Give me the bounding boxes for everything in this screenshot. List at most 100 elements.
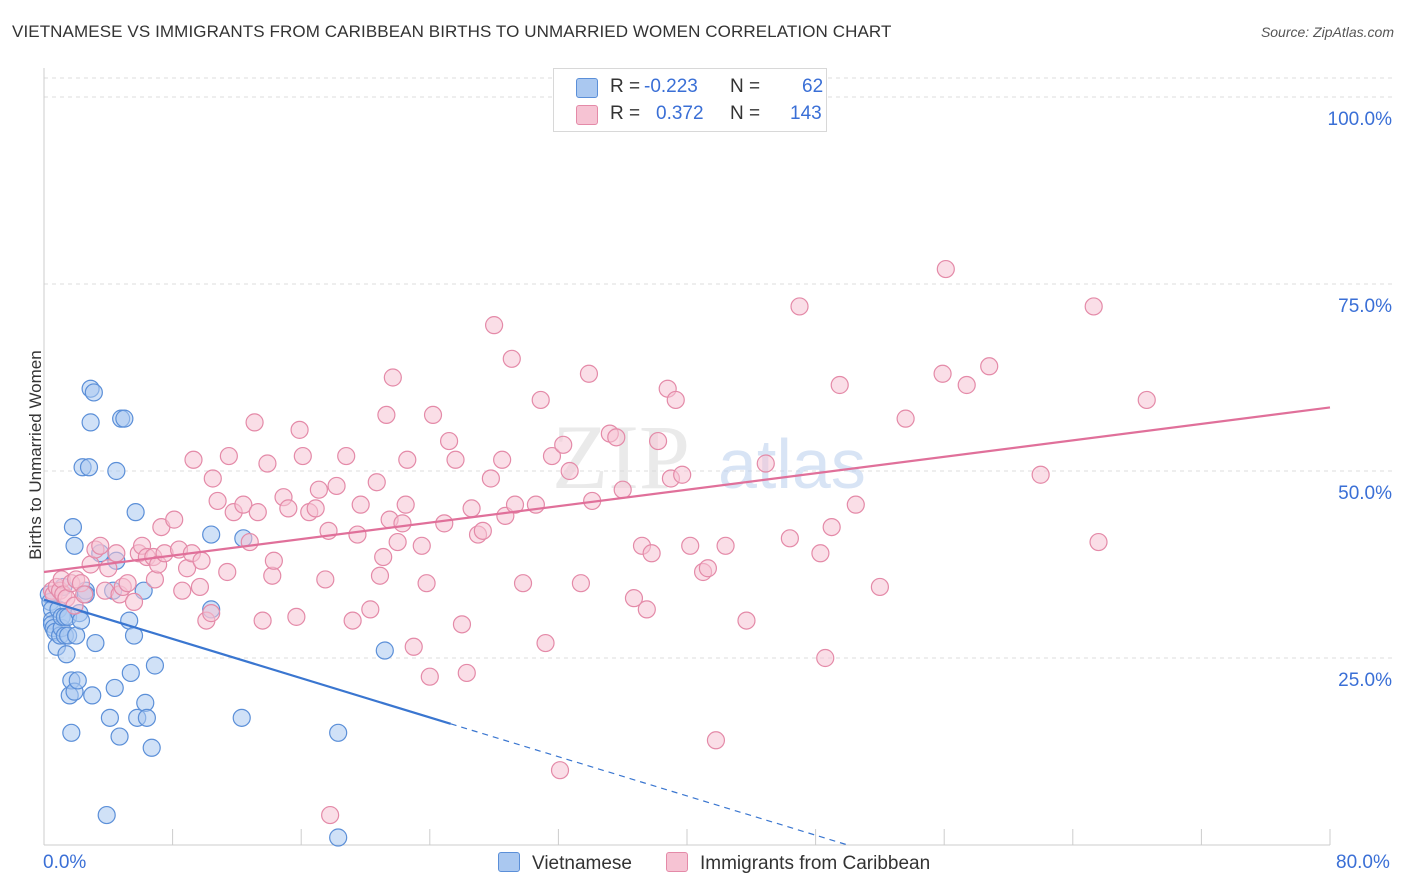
caribbean-point xyxy=(542,446,562,466)
caribbean-point xyxy=(957,375,976,395)
caribbean-point xyxy=(452,615,472,634)
caribbean-point xyxy=(1031,465,1050,484)
legend-n-label: N = xyxy=(730,76,761,97)
legend-n-label: N = xyxy=(730,103,761,124)
caribbean-point xyxy=(816,648,835,668)
vietnamese-point xyxy=(110,727,129,746)
caribbean-point xyxy=(531,390,550,410)
y-tick-label: 75.0% xyxy=(1338,296,1392,317)
caribbean-point xyxy=(351,495,370,514)
caribbean-point xyxy=(811,544,830,563)
watermark-atlas: atlas xyxy=(718,425,866,503)
caribbean-point xyxy=(933,364,952,383)
caribbean-point xyxy=(107,544,126,563)
y-axis-label: Births to Unmarried Women xyxy=(26,350,45,560)
x-tick-min: 0.0% xyxy=(43,852,87,873)
bottom-legend-swatch-pink xyxy=(666,852,688,872)
legend-r-label: R = xyxy=(610,76,641,97)
caribbean-point xyxy=(560,461,579,481)
caribbean-point xyxy=(513,574,533,593)
vietnamese-point xyxy=(136,693,155,712)
vietnamese-point xyxy=(329,828,348,847)
caribbean-point xyxy=(896,409,915,428)
caribbean-point xyxy=(502,349,521,368)
vietnamese-point xyxy=(137,708,156,727)
caribbean-point xyxy=(398,450,417,469)
caribbean-point xyxy=(75,585,94,604)
caribbean-point xyxy=(439,431,459,451)
caribbean-point xyxy=(830,375,849,395)
caribbean-point xyxy=(435,514,454,533)
vietnamese-point xyxy=(71,611,91,630)
caribbean-point xyxy=(404,637,423,656)
caribbean-point xyxy=(118,574,137,593)
caribbean-point xyxy=(637,600,656,619)
vietnamese-point xyxy=(86,633,105,653)
caribbean-point xyxy=(666,390,685,410)
caribbean-point xyxy=(388,532,407,552)
vietnamese-point xyxy=(145,656,165,675)
caribbean-point xyxy=(571,574,591,593)
caribbean-point xyxy=(377,405,396,424)
caribbean-point xyxy=(370,566,390,585)
caribbean-point xyxy=(550,761,570,780)
caribbean-point xyxy=(412,536,431,555)
vietnamese-point xyxy=(81,413,100,432)
caribbean-point xyxy=(208,491,227,511)
vietnamese-point xyxy=(68,671,87,690)
vietnamese-point xyxy=(65,536,84,555)
caribbean-point xyxy=(579,364,599,383)
vietnamese-point xyxy=(202,525,221,544)
vietnamese-point xyxy=(375,641,394,660)
caribbean-point xyxy=(361,600,380,619)
caribbean-point xyxy=(673,465,692,484)
caribbean-point xyxy=(248,503,267,522)
vietnamese-point xyxy=(121,663,140,683)
caribbean-point xyxy=(202,604,221,623)
vietnamese-point xyxy=(83,686,102,705)
caribbean-point xyxy=(91,536,110,555)
bottom-legend-label: Vietnamese xyxy=(532,853,632,874)
caribbean-point xyxy=(374,547,393,567)
bottom-legend-vietnamese: Vietnamese xyxy=(498,852,632,875)
caribbean-point xyxy=(423,405,443,424)
caribbean-point xyxy=(316,570,335,589)
caribbean-point xyxy=(165,510,184,529)
caribbean-point xyxy=(624,589,644,608)
correlation-legend: R = -0.223 N = 62 R = 0.372 N = 143 xyxy=(553,68,827,132)
vietnamese-point xyxy=(142,738,161,757)
caribbean-point xyxy=(264,551,283,570)
caribbean-point xyxy=(327,476,346,496)
caribbean-point xyxy=(870,577,890,597)
caribbean-point xyxy=(980,357,999,376)
y-tick-label: 25.0% xyxy=(1338,670,1392,691)
caribbean-point xyxy=(1089,532,1108,552)
caribbean-point xyxy=(263,566,282,585)
vietnamese-point xyxy=(105,678,124,698)
caribbean-point xyxy=(554,435,573,454)
caribbean-point xyxy=(648,431,668,451)
legend-r-value: 0.372 xyxy=(656,103,704,124)
grid-lines xyxy=(44,77,1392,659)
caribbean-point xyxy=(473,521,492,540)
caribbean-point xyxy=(190,577,210,597)
caribbean-point xyxy=(505,495,525,514)
caribbean-point xyxy=(367,473,386,492)
caribbean-trend-line xyxy=(43,406,1331,574)
vietnamese-point xyxy=(63,517,83,537)
caribbean-point xyxy=(184,450,203,469)
axes xyxy=(43,68,1331,846)
caribbean-point xyxy=(279,499,298,518)
vietnamese-point xyxy=(115,409,134,428)
caribbean-point xyxy=(348,525,367,544)
caribbean-point xyxy=(309,480,328,499)
caribbean-point xyxy=(245,413,264,432)
source-label: Source: ZipAtlas.com xyxy=(1260,24,1394,40)
vietnamese-point xyxy=(126,503,145,522)
chart-title: VIETNAMESE VS IMMIGRANTS FROM CARIBBEAN … xyxy=(12,22,892,41)
bottom-legend-swatch-blue xyxy=(498,852,520,872)
caribbean-point xyxy=(446,450,465,469)
caribbean-point xyxy=(1084,297,1103,316)
caribbean-point xyxy=(124,592,144,612)
